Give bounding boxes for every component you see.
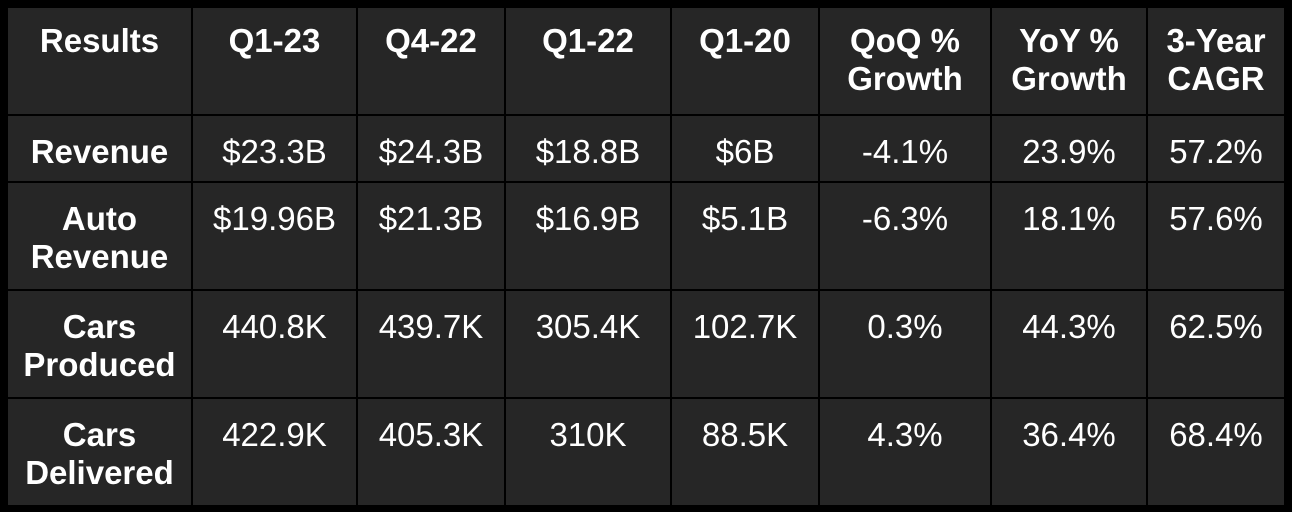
header-row: Results Q1-23 Q4-22 Q1-22 Q1-20 QoQ % Gro…: [7, 7, 1285, 115]
table-cell: 68.4%: [1147, 398, 1285, 506]
table-cell: $18.8B: [505, 115, 671, 182]
table-cell: 36.4%: [991, 398, 1147, 506]
table-cell: 4.3%: [819, 398, 991, 506]
table-cell: 422.9K: [192, 398, 357, 506]
table-cell: 405.3K: [357, 398, 505, 506]
row-label-cars-delivered: Cars Delivered: [7, 398, 192, 506]
table-cell: $16.9B: [505, 182, 671, 290]
table-cell: 62.5%: [1147, 290, 1285, 398]
results-table: Results Q1-23 Q4-22 Q1-22 Q1-20 QoQ % Gro…: [6, 6, 1286, 507]
table-cell: $24.3B: [357, 115, 505, 182]
table-cell: 102.7K: [671, 290, 819, 398]
row-label-cars-produced: Cars Produced: [7, 290, 192, 398]
table-cell: 57.6%: [1147, 182, 1285, 290]
row-label-revenue: Revenue: [7, 115, 192, 182]
table-cell: 310K: [505, 398, 671, 506]
table-cell: 88.5K: [671, 398, 819, 506]
table-row-auto-revenue: Auto Revenue $19.96B $21.3B $16.9B $5.1B …: [7, 182, 1285, 290]
table-cell: 440.8K: [192, 290, 357, 398]
column-header-q1-22: Q1-22: [505, 7, 671, 115]
column-header-q1-23: Q1-23: [192, 7, 357, 115]
column-header-results: Results: [7, 7, 192, 115]
table-cell: $21.3B: [357, 182, 505, 290]
column-header-3-year-cagr: 3-Year CAGR: [1147, 7, 1285, 115]
table-row-revenue: Revenue $23.3B $24.3B $18.8B $6B -4.1% 2…: [7, 115, 1285, 182]
column-header-qoq-growth: QoQ % Growth: [819, 7, 991, 115]
table-cell: 18.1%: [991, 182, 1147, 290]
table-cell: -6.3%: [819, 182, 991, 290]
table-cell: $5.1B: [671, 182, 819, 290]
table-cell: $23.3B: [192, 115, 357, 182]
table-cell: $19.96B: [192, 182, 357, 290]
table-row-cars-produced: Cars Produced 440.8K 439.7K 305.4K 102.7K…: [7, 290, 1285, 398]
table-cell: $6B: [671, 115, 819, 182]
column-header-q4-22: Q4-22: [357, 7, 505, 115]
table-cell: 57.2%: [1147, 115, 1285, 182]
table-cell: 23.9%: [991, 115, 1147, 182]
column-header-q1-20: Q1-20: [671, 7, 819, 115]
table-cell: 439.7K: [357, 290, 505, 398]
table-row-cars-delivered: Cars Delivered 422.9K 405.3K 310K 88.5K 4…: [7, 398, 1285, 506]
table-cell: 0.3%: [819, 290, 991, 398]
table-cell: -4.1%: [819, 115, 991, 182]
row-label-auto-revenue: Auto Revenue: [7, 182, 192, 290]
table-cell: 44.3%: [991, 290, 1147, 398]
column-header-yoy-growth: YoY % Growth: [991, 7, 1147, 115]
table-cell: 305.4K: [505, 290, 671, 398]
